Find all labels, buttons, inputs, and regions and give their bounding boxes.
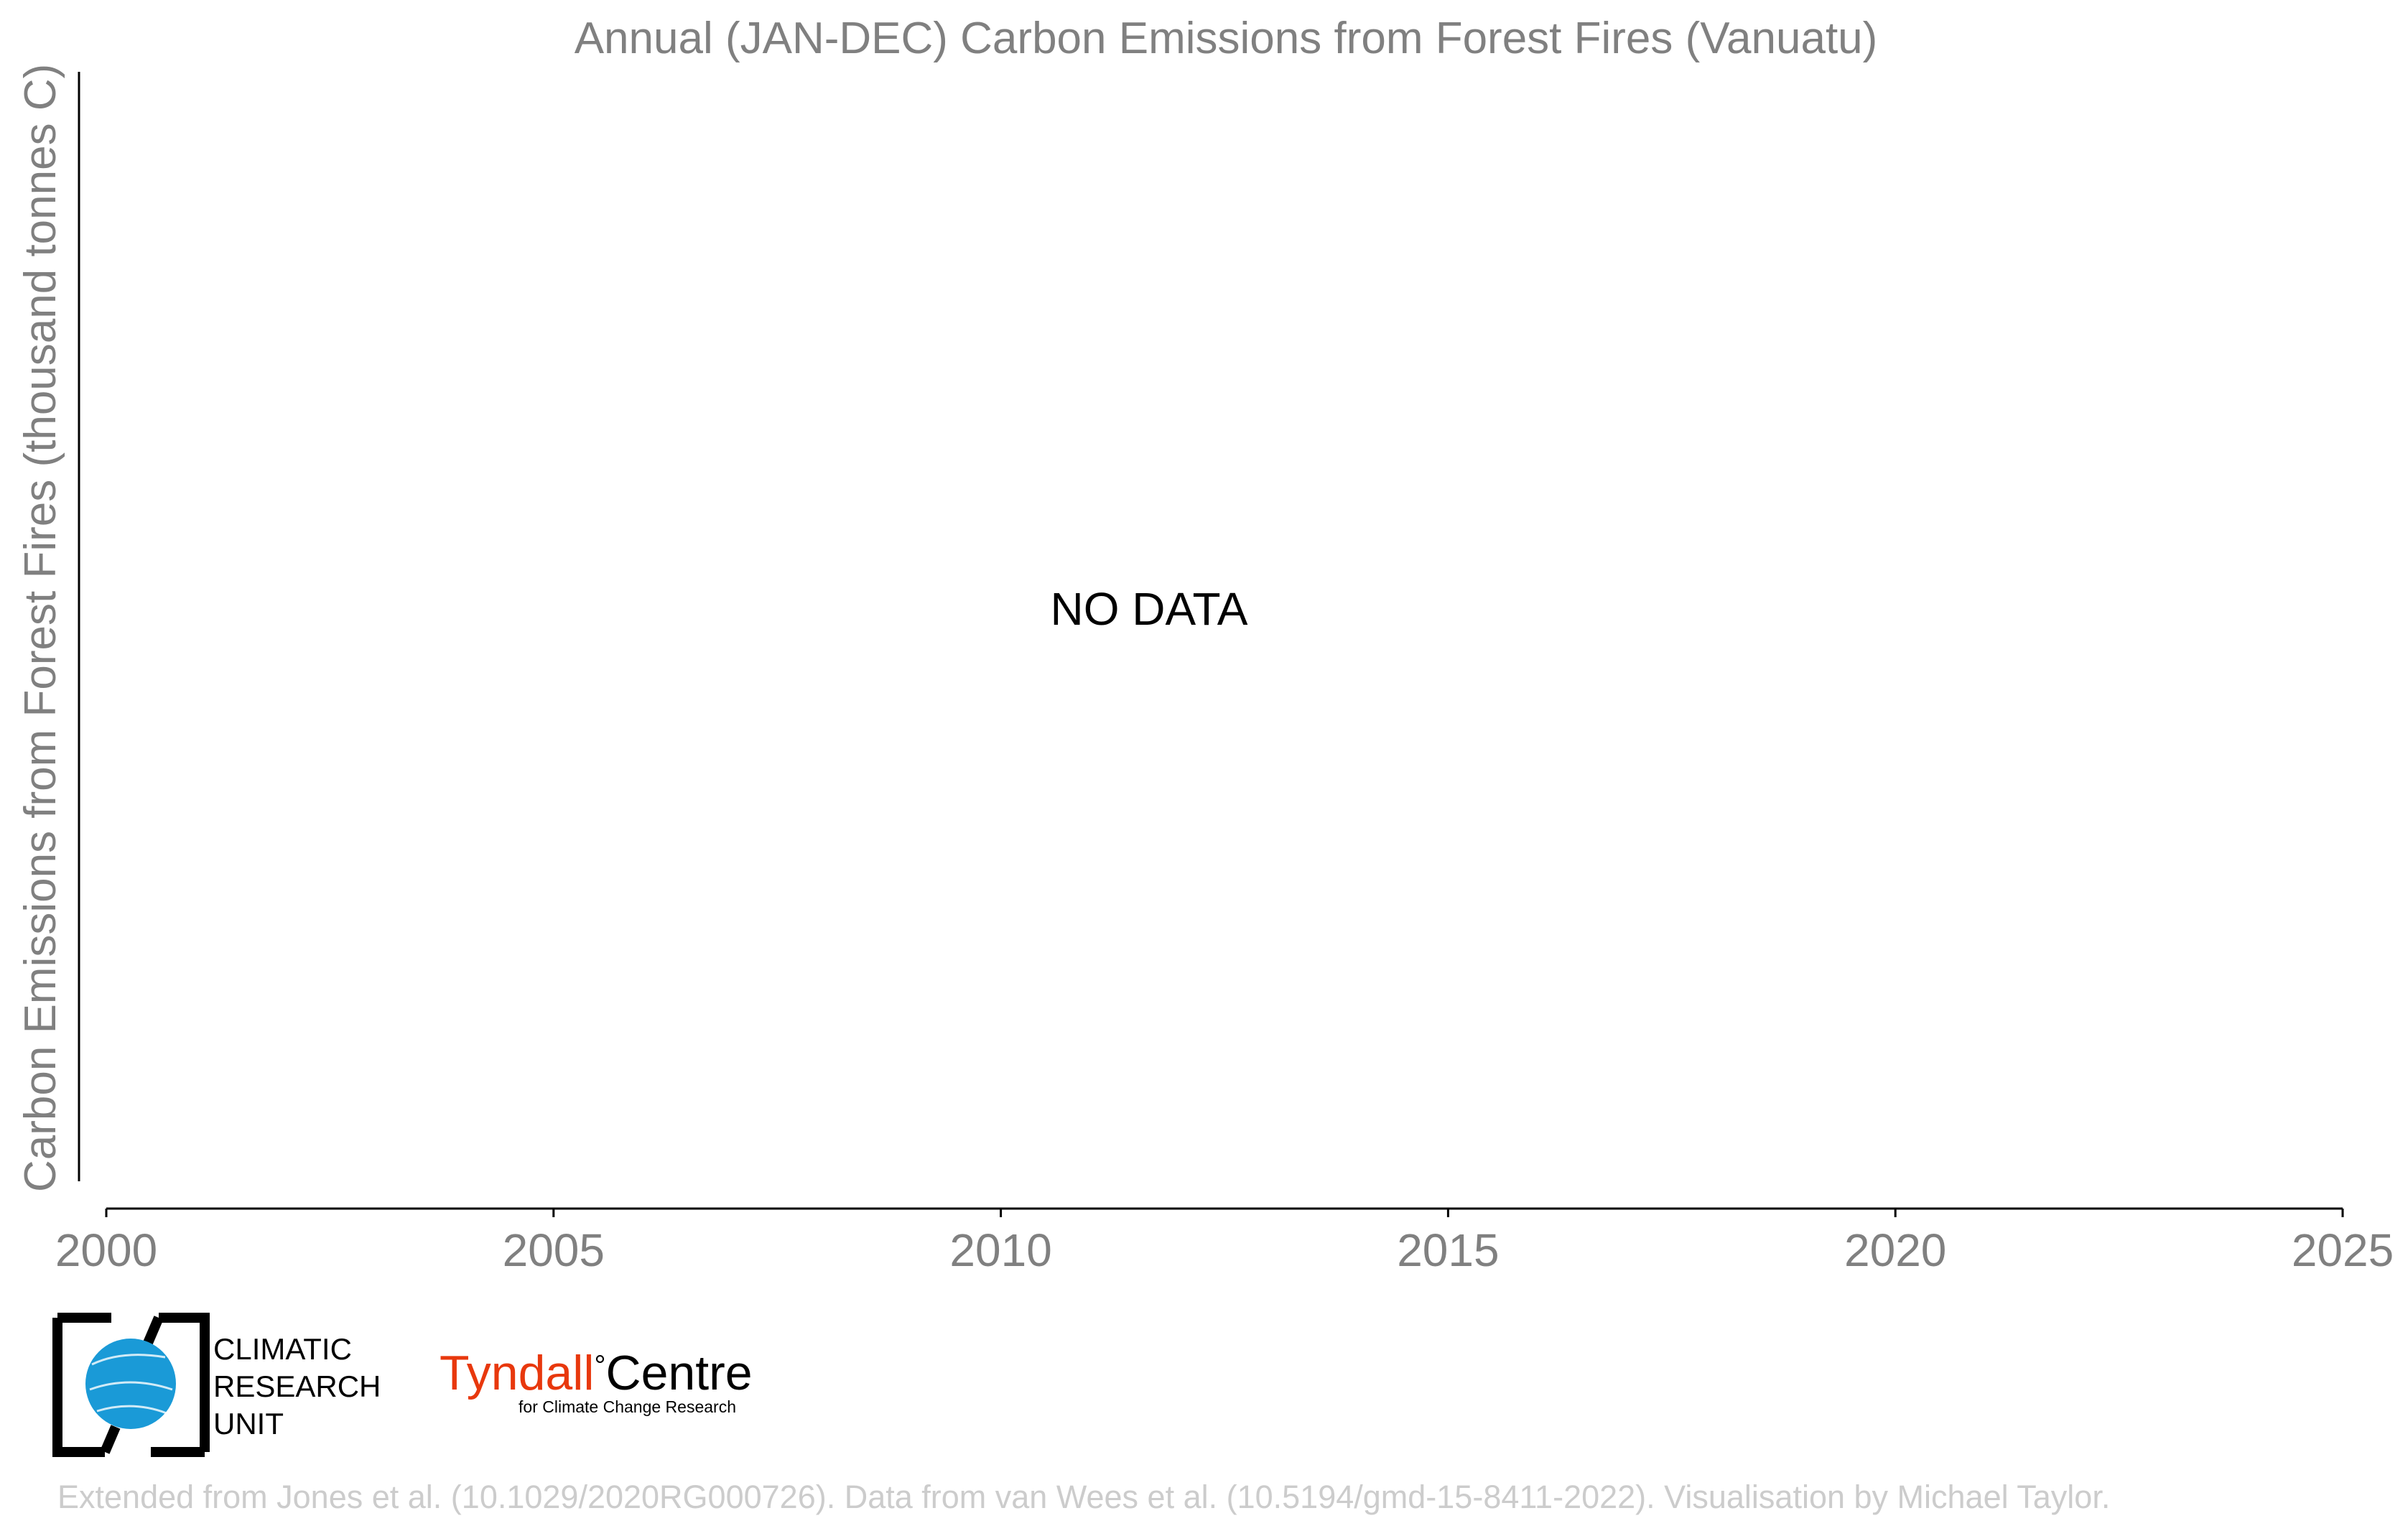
y-axis-label: Carbon Emissions from Forest Fires (thou… [16,64,65,1192]
globe-icon [85,1339,176,1429]
globe-swirl-3 [96,1405,167,1415]
x-axis-ticks: 2000 2005 2010 2015 2020 2025 [55,1209,2394,1276]
x-tick-label: 2025 [2292,1224,2394,1276]
cru-logo-slash-top [143,1316,164,1345]
tyndall-logo: Tyndall°Centre for Climate Change Resear… [440,1346,753,1416]
tyndall-degree: ° [594,1350,605,1382]
x-tick-label: 2000 [55,1224,157,1276]
credit-text: Extended from Jones et al. (10.1029/2020… [57,1479,2110,1515]
globe-swirl-2 [89,1381,173,1391]
x-tick-label: 2010 [949,1224,1051,1276]
no-data-annotation: NO DATA [1051,583,1248,635]
globe-swirl-1 [91,1354,166,1366]
cru-line3: UNIT [213,1407,284,1441]
tyndall-subtitle: for Climate Change Research [519,1397,736,1416]
x-tick-label: 2020 [1844,1224,1946,1276]
tyndall-name-part2: Centre [605,1346,752,1400]
cru-logo-slash-bottom [100,1425,121,1454]
cru-line1: CLIMATIC [213,1332,352,1366]
x-tick-label: 2015 [1397,1224,1499,1276]
chart-title: Annual (JAN-DEC) Carbon Emissions from F… [575,14,1878,63]
x-tick-label: 2005 [503,1224,605,1276]
tyndall-name-part1: Tyndall [440,1346,594,1400]
cru-line2: RESEARCH [213,1369,381,1403]
tyndall-name: Tyndall°Centre [440,1346,753,1400]
cru-logo-frame [52,1313,210,1457]
cru-logo: CLIMATIC RESEARCH UNIT [52,1313,381,1457]
